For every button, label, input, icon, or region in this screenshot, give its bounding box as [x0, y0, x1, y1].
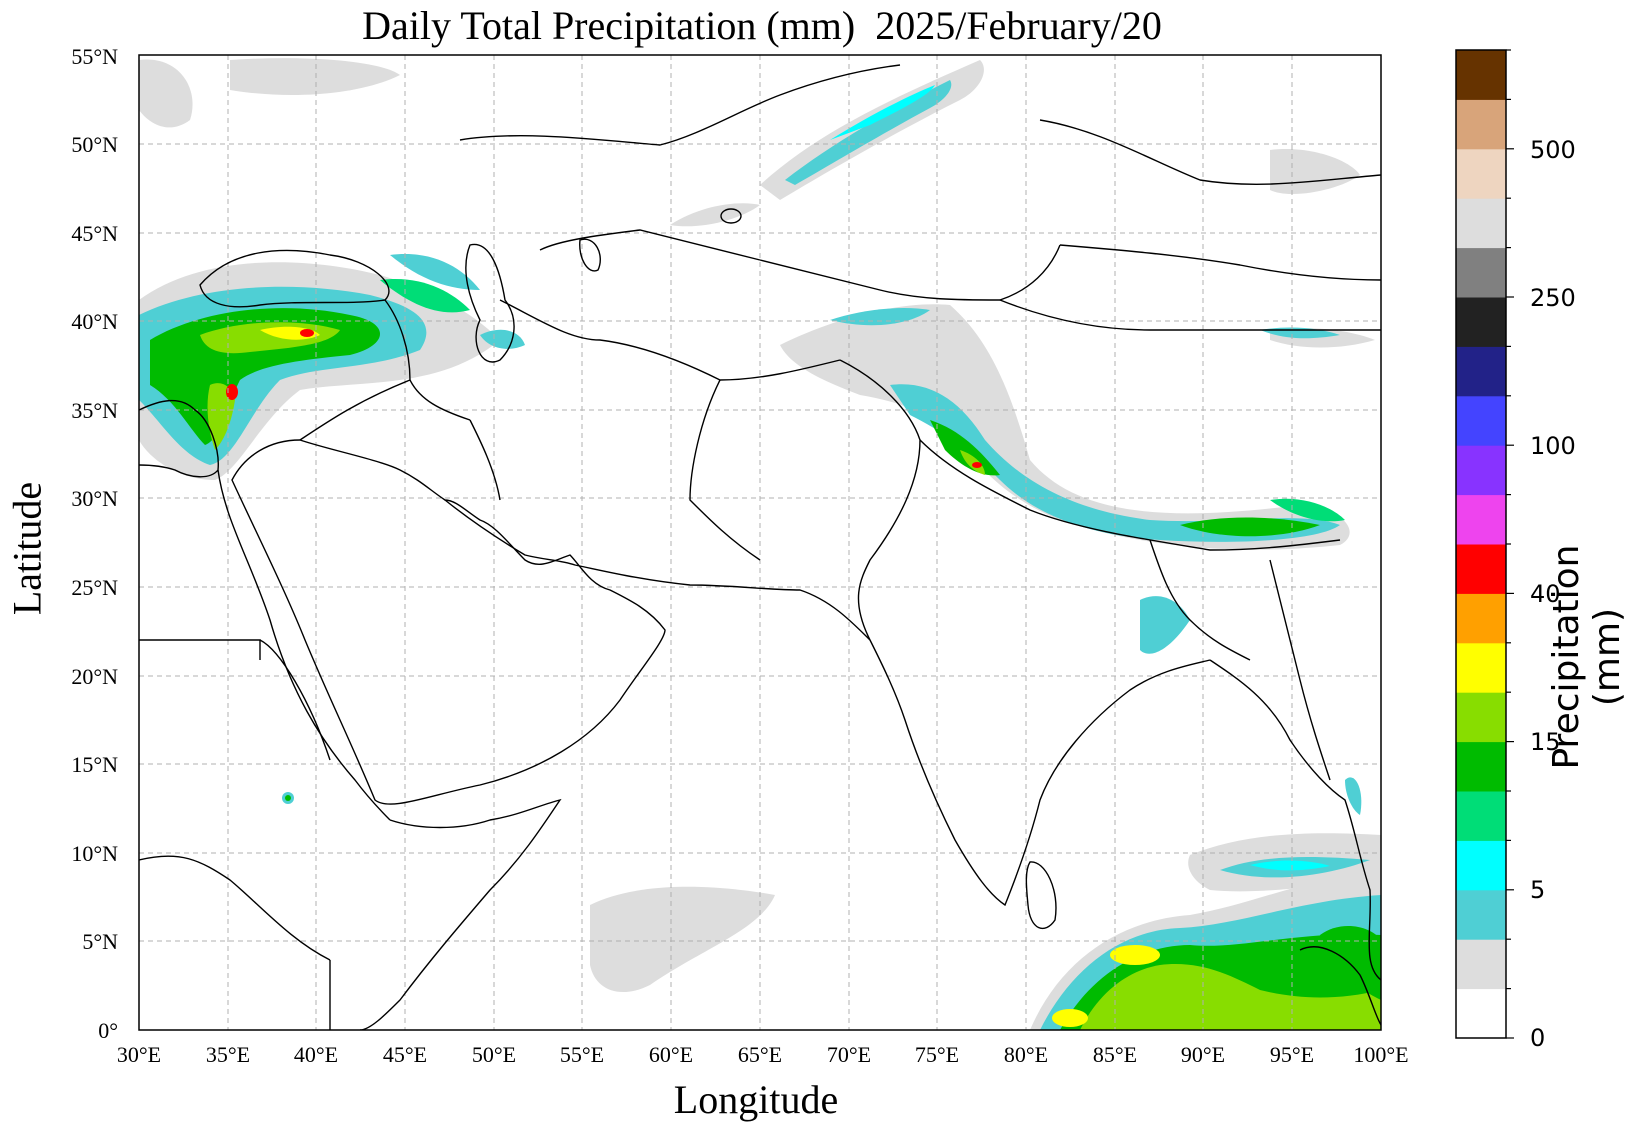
colorbar-segment — [1456, 741, 1506, 792]
lat-tick-label: 45°N — [71, 221, 118, 246]
lon-tick-label: 70°E — [827, 1042, 871, 1067]
lon-tick-label: 85°E — [1093, 1042, 1137, 1067]
lon-tick-label: 100°E — [1353, 1042, 1408, 1067]
lat-tick-label: 35°N — [71, 398, 118, 423]
colorbar-segment — [1456, 494, 1506, 545]
lat-tick-label: 15°N — [71, 752, 118, 777]
colorbar-segment — [1456, 988, 1506, 1039]
precip-field-turkey — [139, 254, 525, 480]
x-axis-ticks: 30°E 35°E 40°E 45°E 50°E 55°E 60°E 65°E … — [117, 1042, 1409, 1067]
lat-tick-label: 50°N — [71, 132, 118, 157]
colorbar-segment — [1456, 148, 1506, 199]
colorbar-tick-label: 250 — [1530, 284, 1576, 312]
lat-tick-label: 30°N — [71, 486, 118, 511]
lon-tick-label: 35°E — [206, 1042, 250, 1067]
lat-tick-label: 0° — [98, 1018, 118, 1043]
colorbar-segment — [1456, 50, 1506, 100]
map-area — [139, 55, 1381, 1030]
graticule — [139, 55, 1381, 1030]
colorbar-segment — [1456, 395, 1506, 446]
lon-tick-label: 50°E — [472, 1042, 516, 1067]
x-axis-label: Longitude — [673, 1077, 839, 1122]
precip-field-himalaya — [780, 304, 1350, 654]
colorbar-segment — [1456, 642, 1506, 693]
lon-tick-label: 40°E — [294, 1042, 338, 1067]
lon-tick-label: 75°E — [915, 1042, 959, 1067]
lat-tick-label: 25°N — [71, 575, 118, 600]
country-borders — [139, 64, 1381, 1030]
lon-tick-label: 90°E — [1181, 1042, 1225, 1067]
colorbar — [1455, 49, 1514, 1039]
colorbar-segment — [1456, 346, 1506, 397]
coastlines — [139, 238, 1381, 1030]
colorbar-segment — [1456, 889, 1506, 940]
precip-field-misc — [139, 58, 1375, 993]
colorbar-segment — [1456, 692, 1506, 743]
colorbar-tick-label: 5 — [1530, 876, 1545, 904]
colorbar-segment — [1456, 297, 1506, 347]
y-axis-ticks: 0° 5°N 10°N 15°N 20°N 25°N 30°N 35°N 40°… — [71, 44, 118, 1043]
lat-tick-label: 20°N — [71, 664, 118, 689]
colorbar-segment — [1456, 593, 1506, 644]
colorbar-segment — [1456, 198, 1506, 249]
map-frame — [138, 54, 1382, 1031]
colorbar-segment — [1456, 99, 1506, 150]
colorbar-tick-label: 15 — [1530, 728, 1561, 756]
colorbar-segment — [1456, 840, 1506, 891]
lon-tick-label: 55°E — [560, 1042, 604, 1067]
lat-tick-label: 5°N — [82, 929, 118, 954]
lake-outline — [720, 208, 742, 224]
precip-field-central-asia — [670, 60, 984, 227]
map-title: Daily Total Precipitation (mm) 2025/Febr… — [362, 3, 1162, 48]
lon-tick-label: 95°E — [1270, 1042, 1314, 1067]
colorbar-segment — [1456, 544, 1506, 594]
lon-tick-label: 30°E — [117, 1042, 161, 1067]
lat-tick-label: 55°N — [71, 44, 118, 69]
lon-tick-label: 60°E — [649, 1042, 693, 1067]
colorbar-segment — [1456, 247, 1506, 298]
lon-tick-label: 65°E — [738, 1042, 782, 1067]
colorbar-segment — [1456, 939, 1506, 990]
lat-tick-label: 10°N — [71, 841, 118, 866]
colorbar-tick-label: 0 — [1530, 1024, 1545, 1052]
lon-tick-label: 80°E — [1004, 1042, 1048, 1067]
colorbar-segment — [1456, 791, 1506, 841]
colorbar-frame — [1455, 49, 1507, 1039]
precip-field-indian-ocean — [1030, 833, 1381, 1030]
colorbar-tick-label: 40 — [1530, 580, 1561, 608]
lon-tick-label: 45°E — [383, 1042, 427, 1067]
colorbar-tick-labels: 0 5 15 40 100 250 500 — [1530, 136, 1576, 1052]
colorbar-tick-label: 500 — [1530, 136, 1576, 164]
lat-tick-label: 40°N — [71, 309, 118, 334]
colorbar-segment — [1456, 445, 1506, 496]
colorbar-tick-label: 100 — [1530, 432, 1576, 460]
